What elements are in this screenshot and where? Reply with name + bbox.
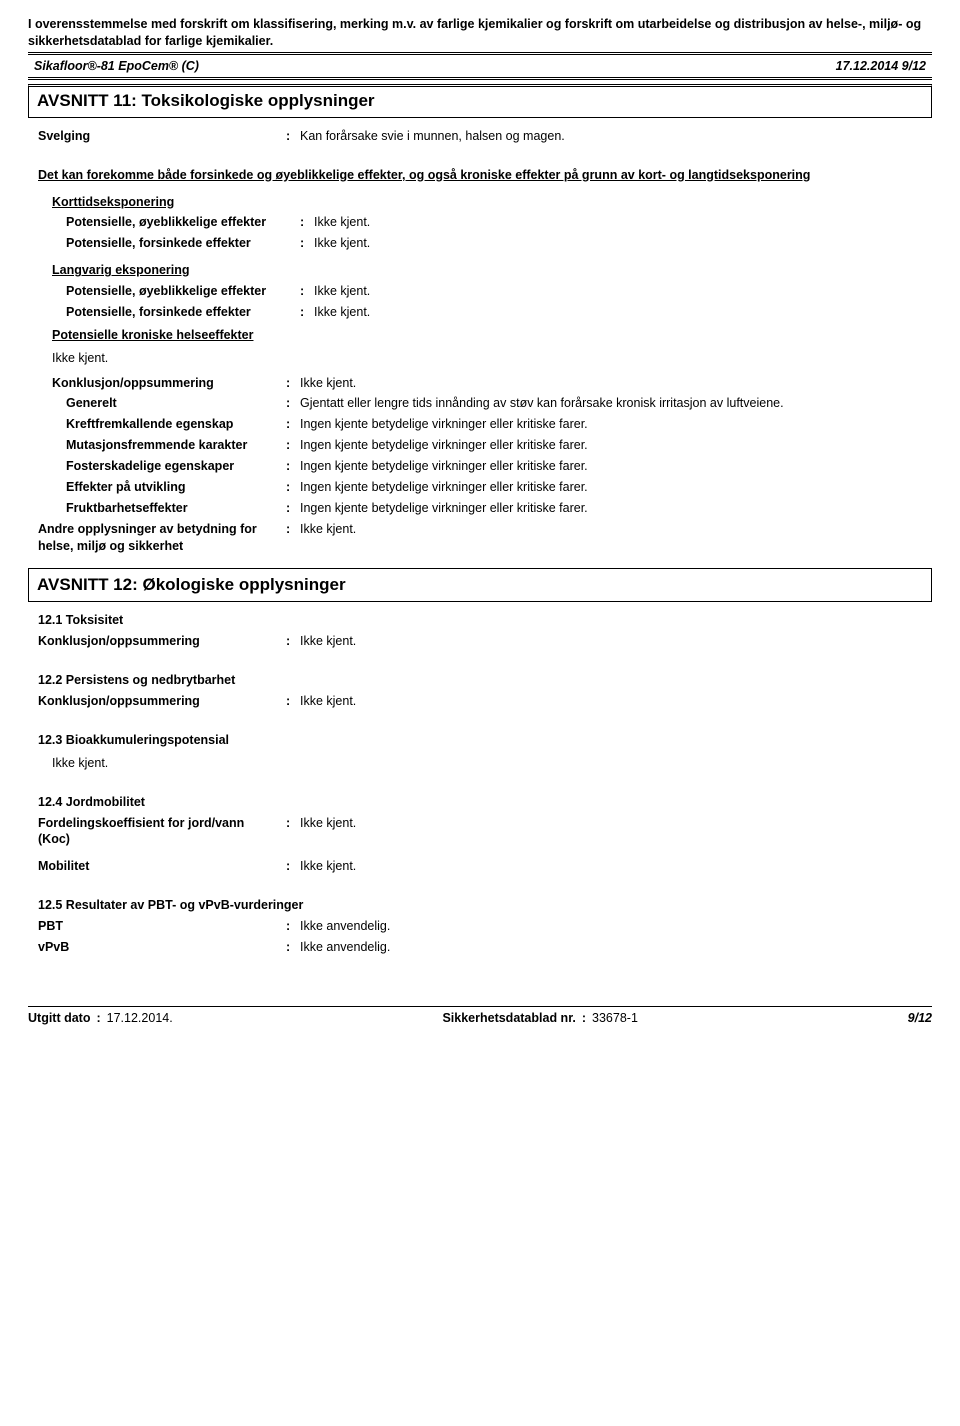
langvarig-heading: Langvarig eksponering — [52, 262, 932, 279]
compliance-note: I overensstemmelse med forskrift om klas… — [28, 16, 932, 50]
pot-oye-label: Potensielle, øyeblikkelige effekter — [66, 214, 300, 231]
date-page: 17.12.2014 9/12 — [836, 59, 926, 73]
colon-glyph: : — [300, 214, 310, 231]
effekter-utv-value: Ingen kjente betydelige virkninger eller… — [296, 479, 932, 496]
utgitt-label: Utgitt dato — [28, 1011, 90, 1025]
effekter-utv-label: Effekter på utvikling — [66, 479, 286, 496]
colon-glyph: : — [286, 395, 296, 412]
colon-glyph: : — [286, 918, 296, 935]
colon-glyph: : — [286, 633, 296, 650]
foster-label: Fosterskadelige egenskaper — [66, 458, 286, 475]
s12-3-heading: 12.3 Bioakkumuleringspotensial — [38, 732, 932, 749]
section-12-title: AVSNITT 12: Økologiske opplysninger — [37, 575, 923, 595]
colon-glyph: : — [286, 693, 296, 710]
mobilitet-value: Ikke kjent. — [296, 858, 932, 875]
muta-label: Mutasjonsfremmende karakter — [66, 437, 286, 454]
pot-for2-value: Ikke kjent. — [310, 304, 932, 321]
svelging-label: Svelging — [38, 128, 286, 145]
s12-4-heading: 12.4 Jordmobilitet — [38, 794, 932, 811]
korttid-heading: Korttidseksponering — [52, 194, 932, 211]
kreft-value: Ingen kjente betydelige virkninger eller… — [296, 416, 932, 433]
s12-2-konkl-value: Ikke kjent. — [296, 693, 932, 710]
muta-value: Ingen kjente betydelige virkninger eller… — [296, 437, 932, 454]
pbt-label: PBT — [38, 918, 286, 935]
kreft-label: Kreftfremkallende egenskap — [66, 416, 286, 433]
pot-for-value: Ikke kjent. — [310, 235, 932, 252]
fordeling-value: Ikke kjent. — [296, 815, 932, 832]
footer: Utgitt dato : 17.12.2014. Sikkerhetsdata… — [28, 1006, 932, 1025]
generelt-value: Gjentatt eller lengre tids innånding av … — [296, 395, 932, 412]
s12-1-konkl-label: Konklusjon/oppsummering — [38, 633, 286, 650]
colon-glyph: : — [300, 304, 310, 321]
colon-glyph: : — [286, 416, 296, 433]
colon-glyph: : — [286, 128, 296, 145]
pbt-value: Ikke anvendelig. — [296, 918, 932, 935]
colon-glyph: : — [286, 437, 296, 454]
pot-oye2-value: Ikke kjent. — [310, 283, 932, 300]
sds-value: 33678-1 — [592, 1011, 638, 1025]
pot-kroniske-heading: Potensielle kroniske helseeffekter — [38, 327, 932, 344]
s12-5-heading: 12.5 Resultater av PBT- og vPvB-vurderin… — [38, 897, 932, 914]
frukt-label: Fruktbarhetseffekter — [66, 500, 286, 517]
generelt-label: Generelt — [66, 395, 286, 412]
sds-label: Sikkerhetsdatablad nr. — [442, 1011, 575, 1025]
section-12-content: 12.1 Toksisitet Konklusjon/oppsummering … — [28, 612, 932, 955]
footer-page: 9/12 — [908, 1011, 932, 1025]
section-11-box: AVSNITT 11: Toksikologiske opplysninger — [28, 84, 932, 118]
s12-1-konkl-value: Ikke kjent. — [296, 633, 932, 650]
pot-oye2-label: Potensielle, øyeblikkelige effekter — [66, 283, 300, 300]
andre-opplysninger-value: Ikke kjent. — [296, 521, 932, 538]
frukt-value: Ingen kjente betydelige virkninger eller… — [296, 500, 932, 517]
colon-glyph: : — [300, 283, 310, 300]
colon-glyph: : — [286, 521, 296, 538]
svelging-value: Kan forårsake svie i munnen, halsen og m… — [296, 128, 932, 145]
colon-glyph: : — [286, 500, 296, 517]
andre-opplysninger-label: Andre opplysninger av betydning for hels… — [38, 521, 286, 555]
pot-kroniske-value: Ikke kjent. — [38, 350, 932, 367]
konkl-value: Ikke kjent. — [296, 375, 932, 392]
colon-glyph: : — [300, 235, 310, 252]
s12-1-heading: 12.1 Toksisitet — [38, 612, 932, 629]
s12-2-heading: 12.2 Persistens og nedbrytbarhet — [38, 672, 932, 689]
section-11-title: AVSNITT 11: Toksikologiske opplysninger — [37, 91, 923, 111]
header-box: Sikafloor®-81 EpoCem® (C) 17.12.2014 9/1… — [28, 52, 932, 80]
konkl-label: Konklusjon/oppsummering — [52, 375, 286, 392]
pot-for-label: Potensielle, forsinkede effekter — [66, 235, 300, 252]
section-11-content: Svelging : Kan forårsake svie i munnen, … — [28, 128, 932, 555]
s12-3-value: Ikke kjent. — [38, 755, 932, 772]
product-name: Sikafloor®-81 EpoCem® (C) — [34, 59, 199, 73]
colon-glyph: : — [96, 1011, 100, 1025]
fordeling-label: Fordelingskoeffisient for jord/vann (Koc… — [38, 815, 286, 849]
colon-glyph: : — [286, 815, 296, 832]
vpvb-value: Ikke anvendelig. — [296, 939, 932, 956]
colon-glyph: : — [286, 858, 296, 875]
foster-value: Ingen kjente betydelige virkninger eller… — [296, 458, 932, 475]
colon-glyph: : — [582, 1011, 586, 1025]
section-12-box: AVSNITT 12: Økologiske opplysninger — [28, 568, 932, 602]
mobilitet-label: Mobilitet — [38, 858, 286, 875]
colon-glyph: : — [286, 939, 296, 956]
pot-oye-value: Ikke kjent. — [310, 214, 932, 231]
pot-for2-label: Potensielle, forsinkede effekter — [66, 304, 300, 321]
utgitt-value: 17.12.2014. — [107, 1011, 173, 1025]
colon-glyph: : — [286, 458, 296, 475]
vpvb-label: vPvB — [38, 939, 286, 956]
colon-glyph: : — [286, 375, 296, 392]
delayed-effects-heading: Det kan forekomme både forsinkede og øye… — [38, 167, 932, 184]
colon-glyph: : — [286, 479, 296, 496]
s12-2-konkl-label: Konklusjon/oppsummering — [38, 693, 286, 710]
